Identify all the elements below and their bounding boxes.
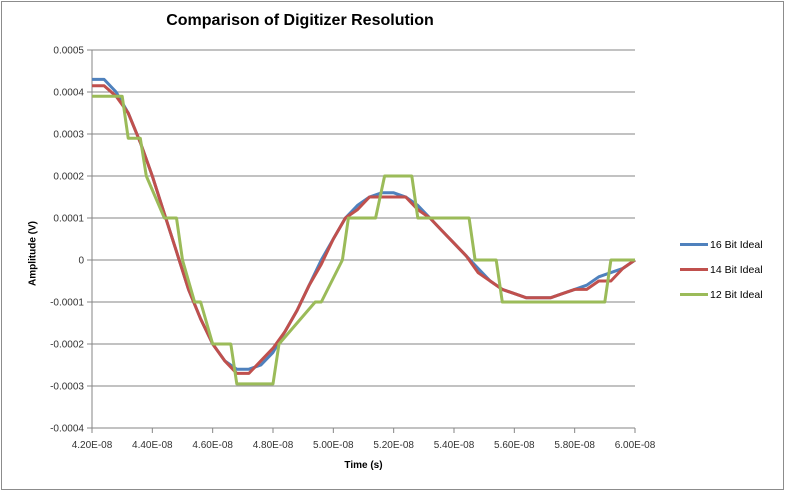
x-tick-label: 5.60E-08 [494, 440, 535, 451]
x-tick-label: 5.40E-08 [434, 440, 475, 451]
y-tick-label: -0.0001 [50, 298, 84, 309]
chart-title: Comparison of Digitizer Resolution [166, 12, 434, 29]
y-tick-label: 0.0005 [53, 46, 84, 57]
legend-label: 12 Bit Ideal [710, 288, 763, 301]
x-tick-label: 4.80E-08 [253, 440, 294, 451]
x-tick-label: 5.20E-08 [373, 440, 414, 451]
legend-label: 16 Bit Ideal [710, 238, 763, 251]
y-tick-label: -0.0003 [50, 382, 84, 393]
x-tick-label: 4.60E-08 [192, 440, 233, 451]
y-tick-label: 0.0002 [53, 172, 84, 183]
x-tick-label: 4.40E-08 [132, 440, 173, 451]
y-tick-label: 0.0001 [53, 214, 84, 225]
y-tick-label: -0.0004 [50, 424, 84, 435]
x-tick-label: 4.20E-08 [72, 440, 113, 451]
y-tick-label: 0.0003 [53, 130, 84, 141]
x-tick-label: 6.00E-08 [615, 440, 656, 451]
series-line-1 [92, 84, 636, 375]
series-line-2 [92, 94, 635, 386]
legend: 16 Bit Ideal 14 Bit Ideal 12 Bit Ideal [680, 232, 763, 307]
legend-item-14bit: 14 Bit Ideal [680, 257, 763, 282]
legend-swatch-icon [680, 268, 708, 271]
legend-item-12bit: 12 Bit Ideal [680, 282, 763, 307]
x-axis-label: Time (s) [344, 460, 383, 471]
y-tick-label: 0 [78, 256, 84, 267]
series-line-0 [92, 77, 636, 371]
x-tick-label: 5.00E-08 [313, 440, 354, 451]
x-tick-label: 5.80E-08 [554, 440, 595, 451]
y-tick-label: -0.0002 [50, 340, 84, 351]
legend-label: 14 Bit Ideal [710, 263, 763, 276]
legend-swatch-icon [680, 243, 708, 246]
y-tick-label: 0.0004 [53, 88, 84, 99]
legend-item-16bit: 16 Bit Ideal [680, 232, 763, 257]
legend-swatch-icon [680, 293, 708, 296]
